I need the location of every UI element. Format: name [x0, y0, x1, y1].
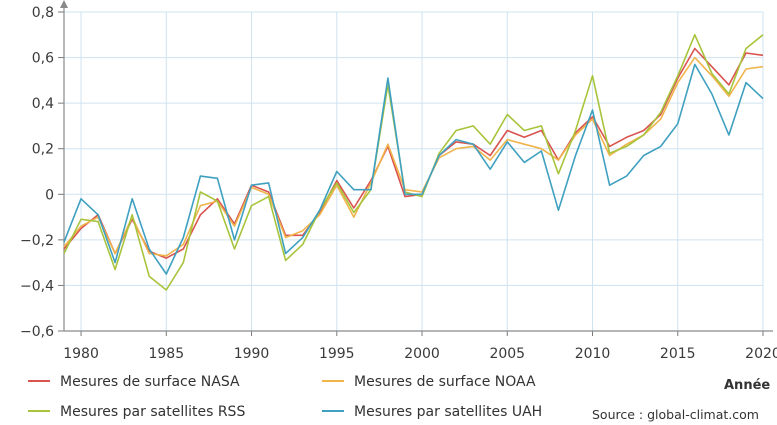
x-tick-label: 1990 — [234, 346, 270, 362]
y-tick-label: 0,6 — [32, 51, 54, 67]
series-line-4 — [63, 63, 764, 275]
x-tick-label: 1995 — [319, 346, 355, 362]
axes: −0,6 −0,4 −0,2 0 0,2 0,4 0,6 0,8 1980 1985 1990 199… — [20, 0, 777, 362]
y-tick-label: −0,6 — [20, 324, 54, 340]
series-lines — [63, 33, 764, 291]
y-tick-label: 0 — [45, 187, 54, 203]
y-tick-label: 0,2 — [32, 142, 54, 158]
series-line-2 — [63, 56, 764, 257]
source-note: Source : global-climat.com — [592, 407, 759, 422]
y-axis-arrow — [60, 0, 68, 8]
x-tick-label: 2000 — [404, 346, 440, 362]
x-tick-label: 2005 — [489, 346, 525, 362]
x-axis-title: Année — [724, 378, 770, 393]
grid — [64, 11, 764, 332]
legend: Mesures de surface NASA Mesures de surfac… — [28, 374, 542, 420]
x-tick-label: 2020 — [745, 346, 777, 362]
y-tick-label: 0,8 — [32, 5, 54, 21]
legend-label: Mesures par satellites RSS — [60, 404, 245, 420]
series-line-3 — [63, 33, 764, 291]
series-line-1 — [63, 47, 764, 259]
legend-label: Mesures de surface NASA — [60, 374, 240, 390]
legend-item: Mesures par satellites UAH — [322, 404, 542, 420]
y-tick-label: −0,4 — [20, 278, 54, 294]
legend-label: Mesures de surface NOAA — [354, 374, 536, 390]
x-tick-label: 1980 — [63, 346, 99, 362]
y-tick-label: −0,2 — [20, 233, 54, 249]
x-tick-label: 1985 — [148, 346, 184, 362]
legend-item: Mesures de surface NOAA — [322, 374, 536, 390]
legend-item: Mesures par satellites RSS — [28, 404, 245, 420]
x-tick-label: 2015 — [660, 346, 696, 362]
legend-item: Mesures de surface NASA — [28, 374, 240, 390]
y-tick-label: 0,4 — [32, 96, 54, 112]
legend-label: Mesures par satellites UAH — [354, 404, 542, 420]
x-tick-label: 2010 — [575, 346, 611, 362]
